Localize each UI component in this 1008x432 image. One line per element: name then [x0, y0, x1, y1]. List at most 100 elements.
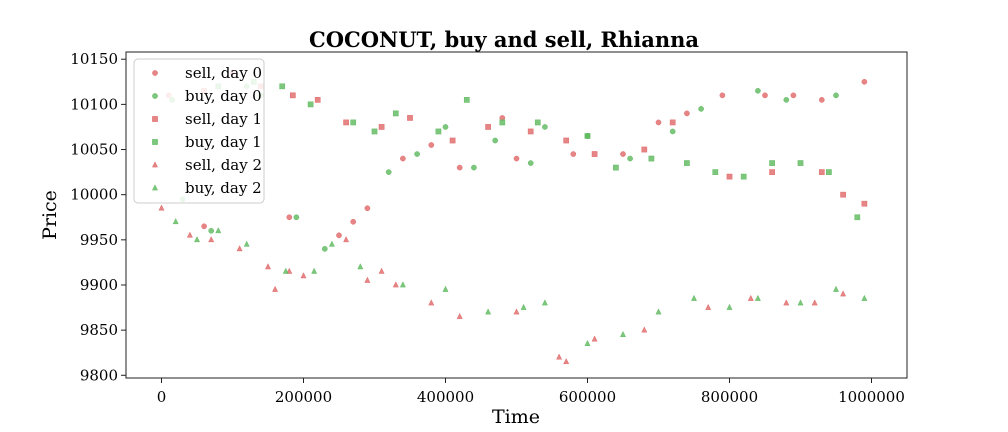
data-point: [534, 119, 541, 126]
y-tick-label: 9850: [80, 321, 118, 339]
x-axis-label: Time: [492, 406, 540, 428]
legend: sell, day 0 buy, day 0 sell, day 1 buy, day…: [133, 58, 265, 204]
data-point: [279, 83, 286, 90]
x-tick-label: 1000000: [838, 388, 905, 406]
data-point: [392, 110, 399, 117]
data-point: [584, 133, 591, 139]
data-point: [172, 218, 179, 225]
data-point: [620, 151, 626, 157]
data-point: [350, 119, 357, 126]
data-point: [832, 285, 840, 292]
legend-marker: [152, 139, 158, 145]
data-point: [336, 232, 342, 239]
data-point: [158, 204, 165, 211]
data-point: [570, 151, 577, 157]
data-point: [208, 227, 215, 234]
data-point: [290, 92, 296, 99]
data-point: [314, 97, 321, 103]
legend-label: buy, day 2: [185, 179, 262, 197]
data-point: [300, 272, 307, 279]
data-point: [591, 151, 598, 157]
data-point: [712, 169, 719, 175]
data-point: [513, 308, 520, 315]
data-point: [378, 124, 385, 130]
legend-marker: [151, 161, 159, 168]
data-point: [755, 87, 761, 94]
y-tick-label: 10100: [70, 95, 118, 113]
data-point: [698, 106, 704, 112]
legend-marker: [152, 70, 158, 76]
y-axis: 9800 9850 9900 9950 10000 10050 10100 10150: [70, 50, 126, 384]
data-point: [471, 164, 477, 171]
data-points: [158, 69, 868, 365]
data-point: [790, 92, 797, 99]
data-point: [833, 92, 839, 99]
x-tick-label: 0: [157, 388, 167, 406]
data-point: [463, 97, 470, 103]
data-point: [378, 267, 385, 274]
data-point: [456, 164, 463, 171]
data-point: [719, 92, 726, 99]
data-point: [655, 119, 662, 126]
data-point: [311, 267, 318, 274]
data-point: [826, 169, 832, 175]
x-axis: 0 200000 400000 600000 800000 1000000: [157, 378, 905, 406]
data-point: [371, 128, 378, 135]
data-point: [542, 124, 548, 130]
data-point: [563, 137, 570, 144]
data-point: [282, 267, 289, 274]
data-point: [840, 290, 847, 297]
data-point: [392, 281, 399, 288]
data-point: [584, 339, 591, 347]
data-point: [449, 137, 456, 144]
legend-label: sell, day 1: [185, 110, 262, 128]
data-point: [350, 218, 357, 225]
data-point: [684, 160, 690, 166]
data-point: [754, 294, 761, 301]
y-tick-label: 9900: [80, 276, 118, 294]
data-point: [492, 137, 499, 144]
data-point: [690, 294, 698, 301]
data-point: [854, 214, 861, 221]
data-point: [861, 200, 868, 207]
data-point: [684, 110, 690, 117]
data-point: [769, 160, 775, 166]
y-axis-label: Price: [39, 190, 61, 240]
data-point: [264, 263, 272, 270]
legend-marker: [151, 184, 159, 191]
data-point: [797, 160, 804, 166]
data-point: [591, 335, 598, 342]
data-point: [527, 160, 534, 166]
legend-label: buy, day 1: [185, 133, 262, 151]
data-point: [861, 78, 868, 85]
x-tick-label: 800000: [701, 388, 758, 406]
data-point: [243, 240, 250, 247]
data-point: [414, 151, 420, 157]
data-point: [307, 101, 314, 108]
data-point: [343, 236, 350, 243]
data-point: [769, 169, 775, 175]
data-point: [328, 240, 335, 247]
data-point: [215, 227, 222, 234]
legend-label: buy, day 0: [185, 87, 262, 105]
data-point: [840, 191, 846, 198]
data-point: [499, 119, 506, 126]
y-tick-label: 9950: [80, 231, 118, 249]
data-point: [485, 124, 491, 130]
plot-area: [125, 51, 908, 379]
chart-title: COCONUT, buy and sell, Rhianna: [309, 27, 699, 52]
data-point: [435, 128, 442, 135]
data-point: [563, 357, 570, 365]
data-point: [400, 155, 406, 162]
data-point: [201, 223, 207, 230]
data-point: [193, 236, 201, 243]
data-point: [641, 146, 648, 153]
data-point: [236, 245, 243, 252]
data-point: [399, 281, 406, 288]
data-point: [740, 173, 747, 180]
data-point: [613, 164, 619, 171]
data-point: [726, 173, 733, 180]
data-point: [811, 299, 818, 306]
data-point: [485, 308, 492, 315]
